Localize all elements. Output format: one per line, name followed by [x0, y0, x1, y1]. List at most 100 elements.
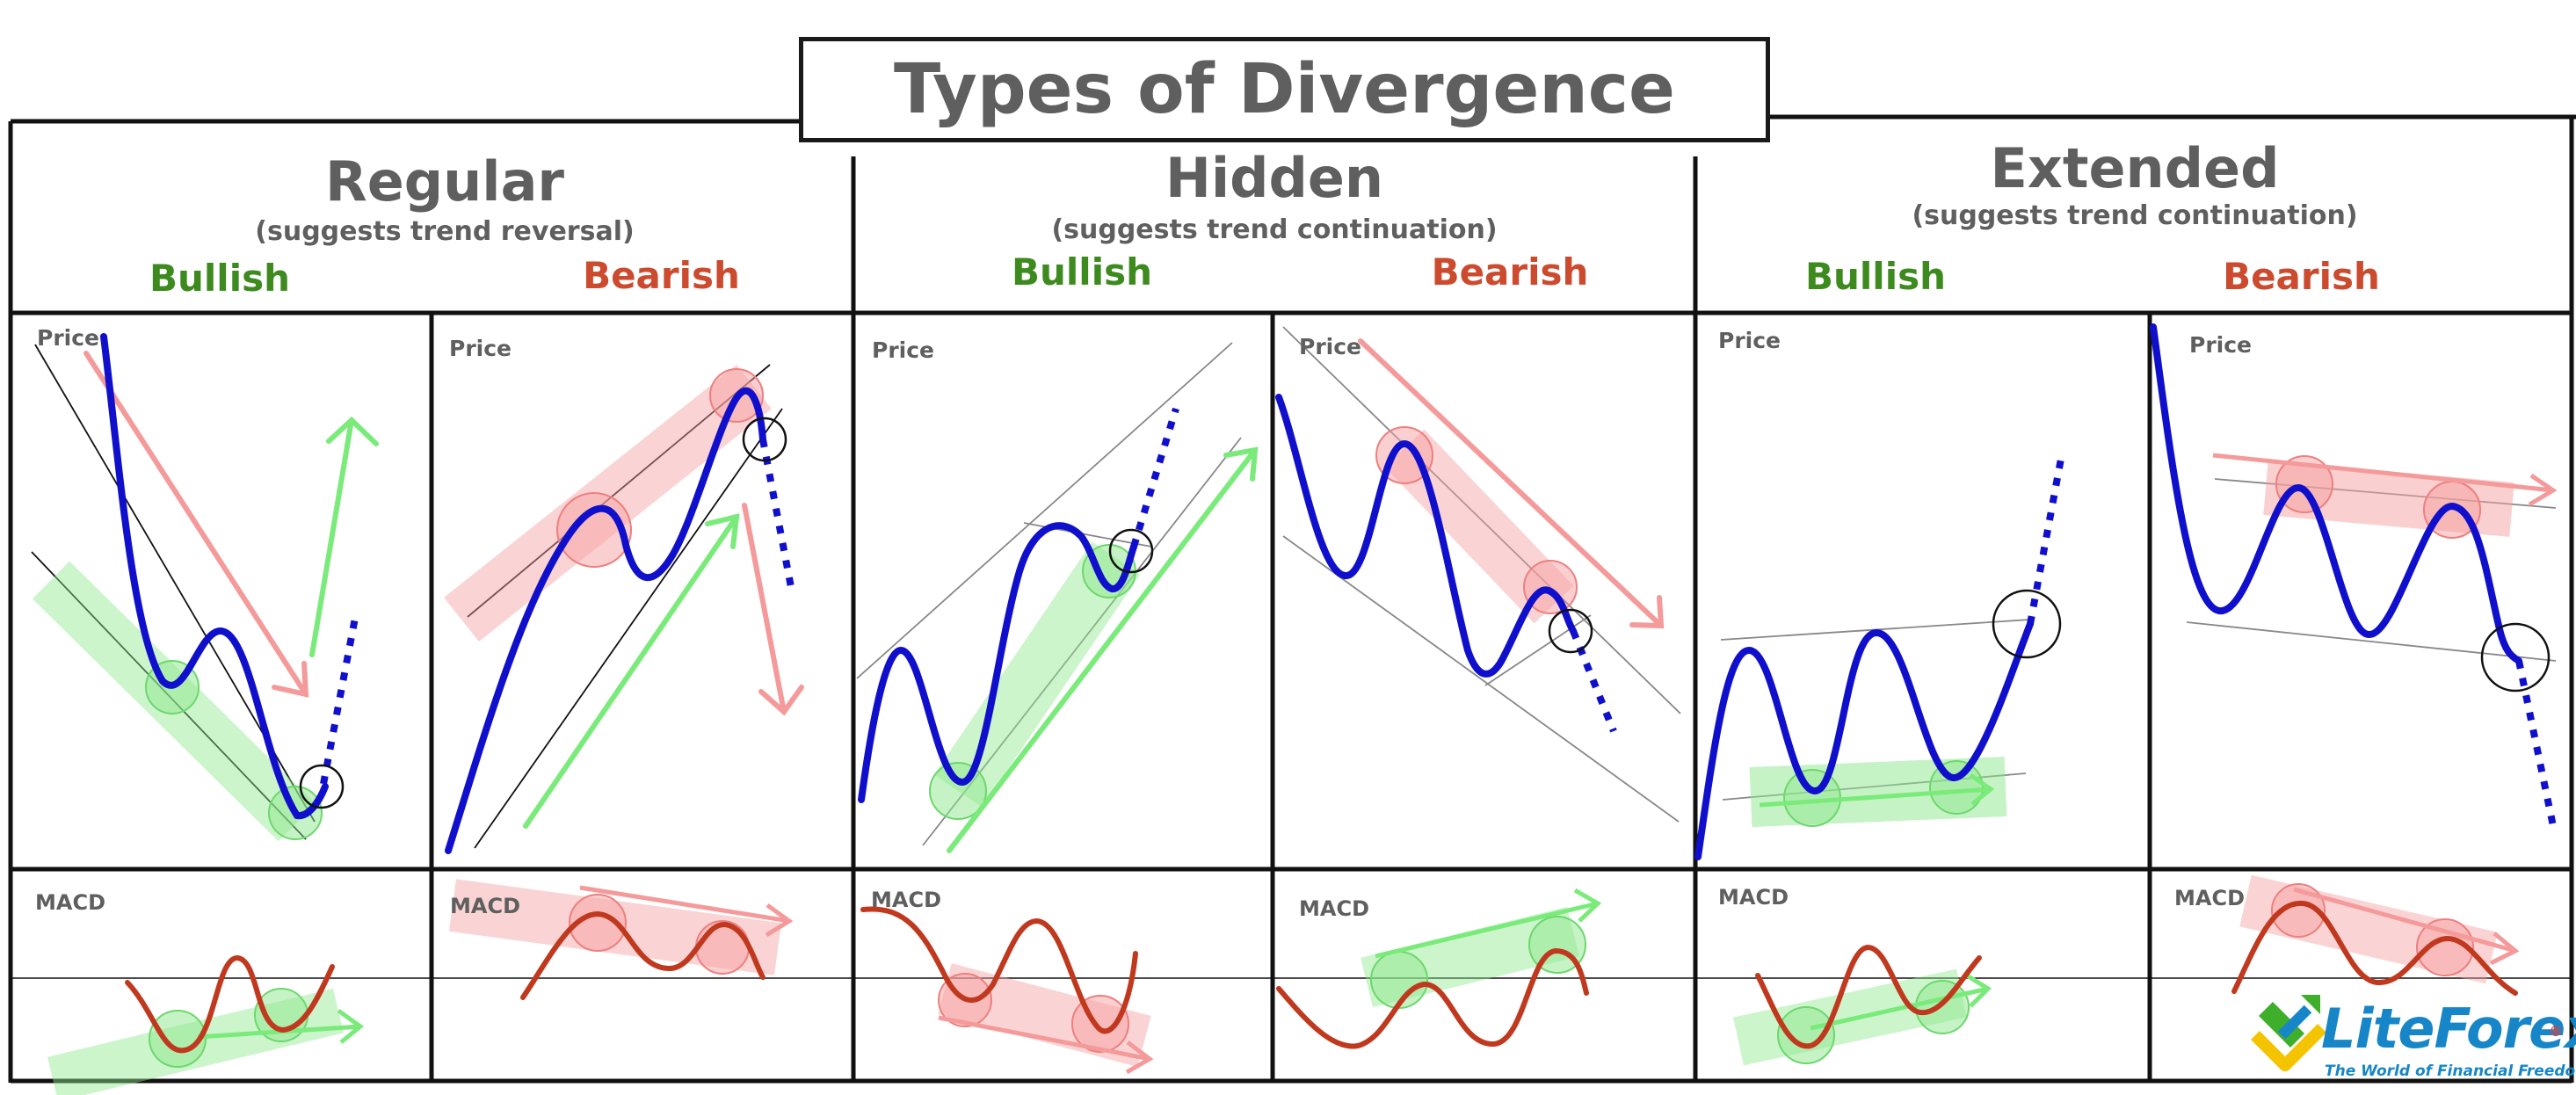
label-regular-bullish: Bullish [149, 257, 290, 300]
resistance-arrow [2212, 453, 2554, 493]
price-label: Price [1299, 334, 1361, 359]
trendline [1282, 535, 1680, 823]
downtrend-arrow-head [272, 661, 309, 698]
price-projection [759, 439, 795, 588]
signal-circle [2480, 622, 2551, 693]
price-projection [320, 613, 359, 785]
panel-regular-bullish [31, 333, 379, 1095]
page-title-text: Types of Divergence [894, 50, 1675, 129]
panel-extended-bearish [2150, 323, 2558, 996]
price-line [2150, 323, 2522, 664]
label-extended-bullish: Bullish [1804, 255, 1946, 298]
downtrend-arrow [83, 351, 308, 697]
macd-arrow-head [2489, 932, 2520, 966]
macd-arrow [1375, 901, 1599, 959]
macd-line [2231, 900, 2518, 996]
reversal-arrow [309, 417, 354, 657]
macd-arrow-head [337, 1008, 365, 1044]
page-title: Types of Divergence [799, 37, 1770, 142]
panel-hidden-bullish [856, 342, 1259, 1075]
macd-line [520, 910, 766, 1000]
logo-name: LiteForex [2321, 997, 2576, 1061]
price-projection [1130, 407, 1179, 548]
column-subtitle-extended: (suggests trend continuation) [1912, 200, 2358, 231]
macd-marker [569, 894, 627, 952]
uptrend-arrow [947, 447, 1258, 853]
price-label: Price [2189, 332, 2252, 358]
reversal-arrow-head [326, 416, 379, 446]
signal-circle [1108, 528, 1154, 574]
macd-marker [695, 920, 750, 975]
column-subtitle-regular: (suggests trend reversal) [255, 216, 635, 247]
support-arrow-head [1969, 772, 1995, 806]
macd-label: MACD [1718, 885, 1789, 910]
price-line [100, 333, 329, 820]
bullish-highlight-band [933, 541, 1141, 808]
label-hidden-bullish: Bullish [1011, 250, 1152, 294]
price-line [1694, 620, 2034, 860]
macd-label: MACD [2174, 886, 2245, 910]
support-arrow [1759, 787, 1992, 808]
logo-mark-icon [2251, 995, 2326, 1071]
column-title-extended: Extended [1990, 136, 2280, 200]
macd-arrow [1810, 986, 1989, 1031]
signal-circle [1992, 589, 2062, 659]
column-title-hidden: Hidden [1165, 146, 1384, 210]
macd-label: MACD [35, 890, 105, 915]
price-line [858, 522, 1137, 803]
trendline [856, 342, 1233, 679]
price-label: Price [37, 325, 99, 351]
panel-regular-bearish [444, 364, 804, 1000]
macd-label: MACD [1299, 896, 1369, 921]
price-projection [2027, 458, 2064, 625]
uptrend-arrow-head [1223, 446, 1259, 482]
column-subtitle-hidden: (suggests trend continuation) [1051, 214, 1498, 245]
price-line [445, 387, 766, 854]
price-projection [1570, 629, 1617, 733]
trendline [2186, 621, 2557, 662]
liteforex-logo: LiteForex ® The World of Financial Freed… [2237, 977, 2576, 1091]
macd-marker [1777, 1006, 1835, 1064]
macd-arrow [938, 1015, 1150, 1062]
label-regular-bearish: Bearish [583, 254, 740, 297]
reversal-arrow [742, 503, 787, 714]
uptrend-arrow [523, 514, 739, 829]
price-label: Price [449, 336, 512, 361]
signal-circle [742, 417, 787, 462]
macd-arrow [2293, 887, 2516, 954]
macd-label: MACD [450, 894, 520, 918]
reversal-arrow-head [758, 685, 804, 716]
macd-line [125, 954, 335, 1054]
macd-arrow-head [1573, 888, 1602, 923]
price-label: Price [872, 337, 934, 363]
high-marker [1523, 560, 1578, 614]
macd-line [1755, 944, 1982, 1049]
macd-arrow-head [1965, 973, 1992, 1008]
high-marker [2275, 455, 2333, 513]
column-title-regular: Regular [325, 149, 564, 214]
panel-extended-bullish [1694, 458, 2064, 1066]
signal-circle [299, 764, 345, 809]
downtrend-arrow-head [1629, 595, 1665, 629]
macd-line [1276, 947, 1589, 1049]
trendline [1484, 614, 1592, 686]
label-extended-bearish: Bearish [2223, 255, 2380, 298]
price-line [1275, 394, 1577, 678]
panel-hidden-bearish [1275, 326, 1681, 1049]
macd-arrow-head [765, 903, 794, 938]
price-projection [2515, 660, 2557, 827]
macd-marker [2271, 883, 2326, 938]
macd-label: MACD [871, 888, 941, 912]
label-hidden-bearish: Bearish [1431, 250, 1589, 294]
macd-arrow [579, 885, 790, 924]
uptrend-arrow-head [705, 513, 740, 549]
macd-arrow-head [1125, 1041, 1154, 1075]
logo-registered: ® [2549, 1023, 2563, 1040]
macd-marker [149, 1010, 207, 1068]
trendline [474, 408, 783, 849]
price-label: Price [1718, 328, 1781, 353]
macd-line [860, 906, 1138, 1034]
grid-frame [8, 114, 2576, 1084]
logo-tagline: The World of Financial Freedom [2325, 1062, 2576, 1080]
